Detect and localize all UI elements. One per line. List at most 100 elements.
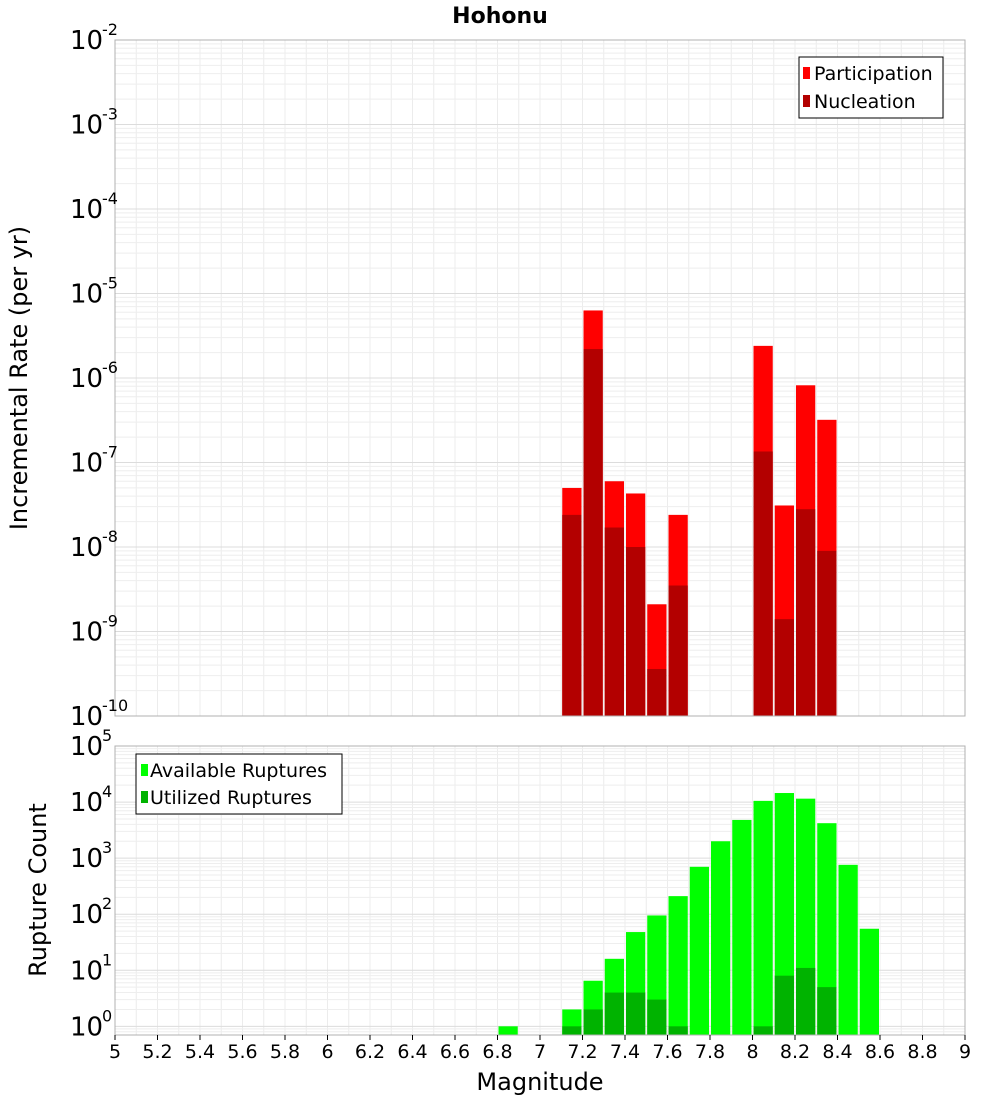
top-y-tick-label: 10: [70, 280, 103, 310]
x-tick-label: 5.2: [142, 1041, 172, 1063]
x-tick-label: 8.2: [780, 1041, 810, 1063]
x-tick-label: 5.8: [270, 1041, 300, 1063]
top-bar-nucleation: [817, 550, 837, 716]
top-plot-frame: [114, 39, 966, 717]
bottom-bar-utilized-ruptures: [647, 999, 667, 1035]
bottom-bar-utilized-ruptures: [604, 992, 624, 1035]
bottom-bar-available-ruptures: [838, 864, 858, 1035]
x-tick-label: 6: [321, 1041, 333, 1063]
bottom-y-tick-exponent: 1: [102, 950, 112, 969]
top-bar-nucleation: [626, 547, 646, 716]
top-y-tick-exponent: -6: [102, 358, 118, 377]
top-y-tick-exponent: -5: [102, 274, 118, 293]
bottom-y-tick-label: 10: [70, 732, 103, 762]
top-bar-nucleation: [647, 668, 667, 716]
top-y-tick-exponent: -2: [102, 20, 118, 39]
x-tick-label: 8.8: [907, 1041, 937, 1063]
bottom-y-tick-label: 10: [70, 844, 103, 874]
legend-label-available: Available Ruptures: [150, 760, 327, 782]
top-y-tick-label: 10: [70, 533, 103, 563]
legend-swatch-available: [141, 764, 148, 776]
top-y-tick-label: 10: [70, 449, 103, 479]
x-tick-label: 6.6: [440, 1041, 470, 1063]
top-bar-nucleation: [562, 514, 582, 716]
legend-swatch-nucleation: [803, 95, 810, 107]
legend-label-nucleation: Nucleation: [814, 91, 916, 113]
top-y-axis-title: Incremental Rate (per yr): [5, 226, 33, 530]
bottom-bar-available-ruptures: [668, 896, 688, 1035]
bottom-y-axis-title: Rupture Count: [24, 803, 52, 977]
top-gridlines: [114, 40, 966, 717]
x-tick-label: 7: [534, 1041, 546, 1063]
bottom-y-tick-label: 10: [70, 1012, 103, 1042]
x-tick-label: 6.2: [355, 1041, 385, 1063]
bottom-bar-available-ruptures: [859, 928, 879, 1035]
top-y-tick-exponent: -9: [102, 612, 118, 631]
bottom-y-tick-exponent: 2: [102, 894, 112, 913]
top-y-tick-exponent: -8: [102, 527, 118, 546]
top-y-tick-exponent: -3: [102, 105, 118, 124]
bottom-y-tick-exponent: 0: [102, 1006, 112, 1025]
x-axis-title: Magnitude: [476, 1068, 603, 1096]
bottom-bar-available-ruptures: [774, 793, 794, 1035]
bottom-bar-available-ruptures: [498, 1026, 518, 1035]
top-y-tick-label: 10: [70, 195, 103, 225]
x-tick-labels: 5 5.2 5.4 5.6 5.8 6 6.2 6.4 6.6 6.8 7 7.2 7.4 7.6 7.8 8…: [109, 1035, 971, 1063]
bottom-bars: [498, 793, 879, 1035]
top-bars: [562, 310, 837, 716]
bottom-bar-utilized-ruptures: [668, 1026, 688, 1035]
legend-swatch-participation: [803, 67, 810, 79]
top-y-tick-labels: 10-210-310-410-510-610-710-810-910-10: [70, 20, 128, 732]
x-tick-label: 8.4: [822, 1041, 852, 1063]
top-y-tick-exponent: -4: [102, 189, 118, 208]
bottom-bar-utilized-ruptures: [583, 1009, 603, 1035]
bottom-bar-utilized-ruptures: [796, 967, 816, 1035]
legend-label-utilized: Utilized Ruptures: [150, 787, 312, 809]
bottom-y-tick-exponent: 5: [102, 726, 112, 745]
bottom-bar-utilized-ruptures: [774, 975, 794, 1035]
bottom-bar-available-ruptures: [711, 841, 731, 1035]
x-tick-label: 5.4: [185, 1041, 215, 1063]
bottom-y-tick-label: 10: [70, 900, 103, 930]
bottom-bar-available-ruptures: [817, 823, 837, 1035]
top-bar-nucleation: [753, 451, 773, 716]
chart-title: Hohonu: [452, 4, 548, 29]
x-tick-label: 7.2: [567, 1041, 597, 1063]
x-tick-label: 7.4: [610, 1041, 640, 1063]
x-tick-label: 5.6: [227, 1041, 257, 1063]
bottom-bar-utilized-ruptures: [817, 987, 837, 1035]
bottom-legend: Available Ruptures Utilized Ruptures: [135, 753, 343, 815]
x-tick-label: 7.8: [695, 1041, 725, 1063]
top-y-tick-label: 10: [70, 618, 103, 648]
bottom-bar-utilized-ruptures: [626, 992, 646, 1035]
bottom-y-tick-exponent: 4: [102, 782, 112, 801]
top-legend: Participation Nucleation: [798, 56, 944, 119]
bottom-bar-available-ruptures: [732, 819, 752, 1035]
x-tick-label: 9: [959, 1041, 971, 1063]
legend-label-participation: Participation: [814, 63, 933, 85]
x-tick-label: 8.6: [865, 1041, 895, 1063]
top-legend-box: [798, 56, 944, 119]
top-bar-nucleation: [583, 349, 603, 716]
bottom-legend-box: [135, 753, 343, 815]
top-panel: 10-210-310-410-510-610-710-810-910-10 In…: [5, 20, 966, 732]
legend-swatch-utilized: [141, 791, 148, 803]
top-bar-nucleation: [796, 509, 816, 716]
bottom-bar-utilized-ruptures: [562, 1026, 582, 1035]
top-y-tick-exponent: -10: [102, 696, 128, 715]
top-y-tick-label: 10: [70, 702, 103, 732]
bottom-bar-available-ruptures: [753, 800, 773, 1035]
x-tick-label: 6.4: [397, 1041, 427, 1063]
bottom-y-tick-exponent: 3: [102, 838, 112, 857]
bottom-bar-available-ruptures: [689, 866, 709, 1035]
x-tick-label: 6.8: [482, 1041, 512, 1063]
top-bar-nucleation: [774, 619, 794, 716]
top-y-tick-label: 10: [70, 111, 103, 141]
bottom-bar-utilized-ruptures: [753, 1026, 773, 1035]
top-y-tick-label: 10: [70, 26, 103, 56]
top-y-tick-exponent: -7: [102, 443, 118, 462]
x-tick-label: 5: [109, 1041, 121, 1063]
